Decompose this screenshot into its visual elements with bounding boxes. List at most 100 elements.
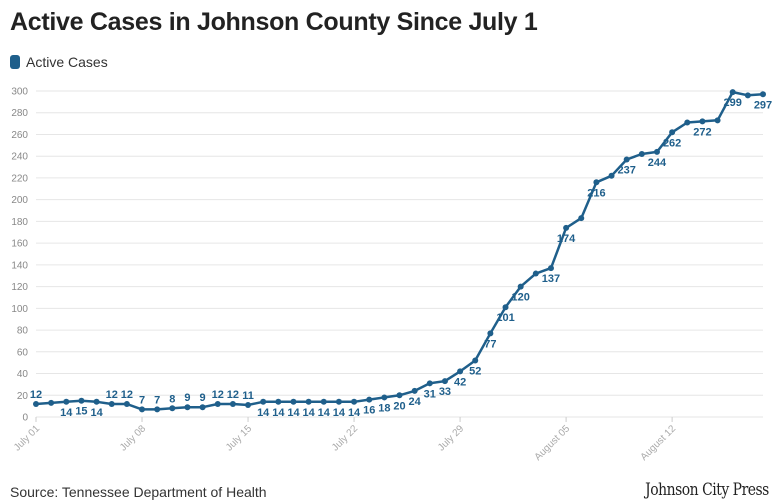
y-tick-label: 100: [11, 304, 28, 315]
data-point: [275, 398, 282, 405]
y-tick-label: 240: [11, 152, 28, 163]
data-point: [699, 118, 706, 125]
legend-label: Active Cases: [26, 54, 108, 70]
data-label: 24: [409, 396, 422, 408]
data-point: [593, 179, 600, 186]
data-point: [669, 129, 676, 136]
data-label: 7: [154, 394, 160, 406]
data-label: 20: [393, 400, 405, 412]
y-tick-label: 120: [11, 282, 28, 293]
y-tick-label: 60: [17, 347, 29, 358]
data-point: [78, 397, 85, 404]
data-point: [457, 368, 464, 375]
data-label: 77: [484, 338, 496, 350]
y-axis: 0 20 40 60 80 100 120 140 160 180 200 220 240 260 280 3…: [11, 87, 28, 424]
data-label: 14: [303, 407, 316, 419]
y-tick-label: 0: [22, 413, 28, 424]
data-point: [578, 215, 585, 222]
data-label: 299: [724, 97, 742, 109]
data-label: 12: [121, 389, 133, 401]
data-point: [366, 396, 373, 403]
x-tick-label: August 05: [533, 423, 573, 463]
x-tick-label: July 15: [224, 423, 254, 453]
data-label: 244: [648, 157, 667, 169]
data-point: [214, 400, 221, 407]
y-tick-label: 280: [11, 108, 28, 119]
data-label: 11: [242, 390, 254, 402]
data-point: [184, 404, 191, 411]
data-point: [472, 357, 479, 364]
data-point: [48, 399, 55, 406]
x-tick-label: July 22: [330, 423, 360, 453]
data-point: [684, 119, 691, 126]
data-label: 297: [754, 99, 772, 111]
y-tick-label: 260: [11, 130, 28, 141]
data-label: 42: [454, 376, 466, 388]
data-label: 15: [75, 406, 87, 418]
data-label: 12: [227, 389, 239, 401]
data-label: 14: [287, 407, 300, 419]
data-point: [229, 400, 236, 407]
data-point: [563, 224, 570, 231]
legend[interactable]: Active Cases: [10, 54, 108, 70]
data-label: 14: [257, 407, 270, 419]
series-line: [35, 90, 764, 411]
data-label: 272: [693, 126, 711, 138]
chart-title: Active Cases in Johnson County Since Jul…: [10, 8, 538, 36]
data-label: 7: [139, 394, 145, 406]
data-point: [638, 151, 645, 158]
data-label: 216: [587, 187, 605, 199]
data-point: [154, 406, 161, 413]
data-point: [729, 89, 736, 96]
x-tick-label: July 29: [436, 423, 466, 453]
data-point: [123, 400, 130, 407]
data-label: 14: [90, 407, 103, 419]
y-tick-label: 300: [11, 87, 28, 98]
data-label: 120: [511, 292, 529, 304]
data-point: [199, 404, 206, 411]
data-point: [260, 398, 267, 405]
data-point: [351, 398, 358, 405]
data-point: [169, 405, 176, 412]
data-label: 9: [200, 392, 206, 404]
data-label: 14: [333, 407, 346, 419]
data-label: 14: [272, 407, 285, 419]
data-point: [426, 380, 433, 387]
data-label: 9: [184, 392, 190, 404]
y-tick-label: 220: [11, 173, 28, 184]
line-chart: 0 20 40 60 80 100 120 140 160 180 200 220 240 260 280 3…: [11, 87, 772, 463]
data-label: 237: [618, 164, 636, 176]
y-tick-label: 160: [11, 239, 28, 250]
data-label: 8: [169, 393, 175, 405]
legend-swatch: [10, 55, 20, 69]
data-label: 262: [663, 137, 681, 149]
data-point: [608, 172, 615, 179]
data-point: [502, 304, 509, 311]
data-point: [760, 91, 766, 98]
data-label: 33: [439, 386, 451, 398]
data-point: [547, 265, 554, 272]
data-label: 16: [363, 405, 375, 417]
data-point: [108, 400, 115, 407]
brand-logo: Johnson City Press: [645, 480, 769, 500]
data-label: 31: [424, 388, 436, 400]
data-label: 137: [542, 273, 560, 285]
data-point: [441, 378, 448, 385]
data-label: 12: [212, 389, 224, 401]
y-tick-label: 40: [17, 369, 29, 380]
x-tick-label: July 08: [118, 423, 148, 453]
data-label: 12: [106, 389, 118, 401]
data-label: 14: [318, 407, 331, 419]
data-point: [517, 283, 524, 290]
x-axis: July 01 July 08 July 15 July 22 July 29 Augus…: [12, 417, 679, 463]
data-point: [245, 402, 252, 409]
data-point: [411, 387, 418, 394]
data-point: [487, 330, 494, 337]
y-tick-label: 140: [11, 260, 28, 271]
data-label: 101: [496, 312, 514, 324]
data-label: 14: [348, 407, 361, 419]
gridlines: [36, 90, 763, 418]
source-note: Source: Tennessee Department of Health: [10, 484, 267, 500]
data-point: [623, 156, 630, 163]
